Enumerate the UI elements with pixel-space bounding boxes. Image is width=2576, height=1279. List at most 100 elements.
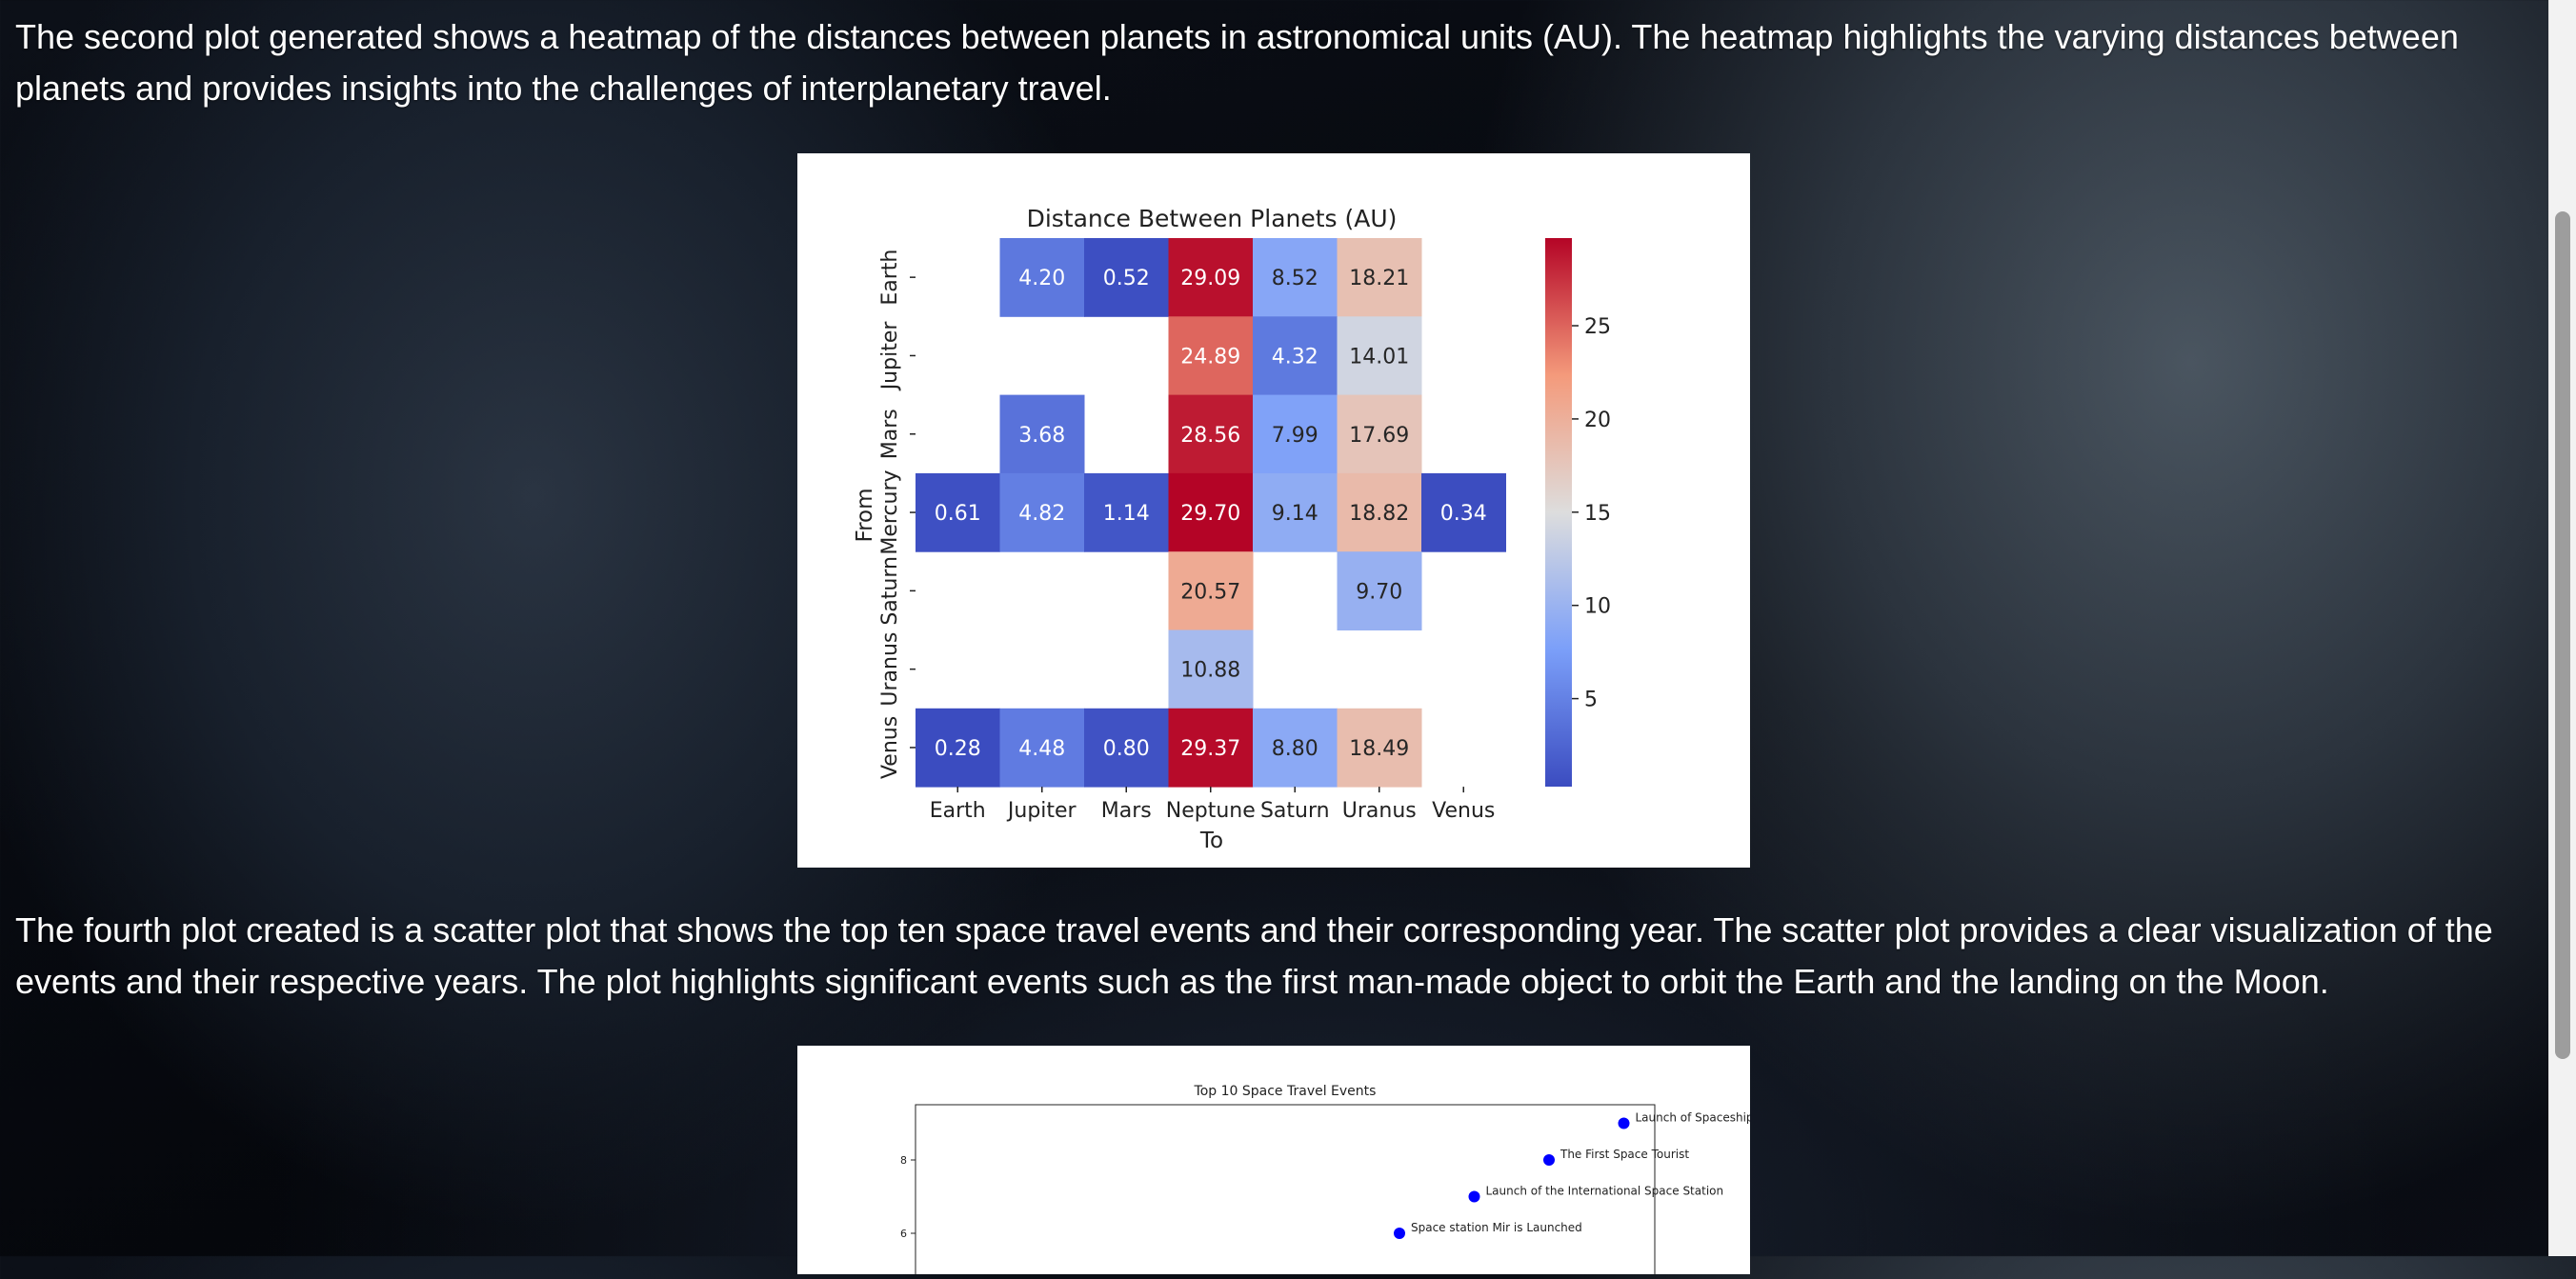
colorbar-tick-label: 15: [1584, 502, 1611, 526]
chart-title: Distance Between Planets (AU): [1027, 205, 1398, 232]
scatter-point: Space station Mir is Launched: [1394, 1221, 1582, 1239]
heatmap-cell-label: 18.82: [1349, 502, 1409, 526]
heatmap-cell-label: 4.32: [1272, 345, 1318, 369]
y-tick-label: Mars: [878, 409, 902, 459]
scatter-description: The fourth plot created is a scatter plo…: [15, 910, 2493, 1001]
heatmap-cell: 0.28: [916, 708, 1000, 788]
scrollbar-thumb[interactable]: [2555, 211, 2570, 1059]
scatter-title: Top 10 Space Travel Events: [1194, 1084, 1377, 1099]
y-tick-label: Venus: [878, 716, 902, 779]
heatmap-cell-label: 0.80: [1103, 737, 1150, 761]
y-tick-label: Earth: [878, 250, 902, 306]
scatter-point: The First Space Tourist: [1543, 1148, 1689, 1166]
scatter-y-tick-label: 6: [900, 1228, 907, 1240]
scatter-y-tick-label: 8: [900, 1154, 907, 1167]
heatmap-cell-fill: [999, 394, 1085, 474]
heatmap-cell: 29.70: [1168, 472, 1254, 552]
heatmap-cell: 14.01: [1337, 316, 1422, 396]
heatmap-cell-fill: [1253, 316, 1338, 396]
heatmap-cell: 0.52: [1084, 238, 1169, 317]
heatmap-cell-fill: [1337, 394, 1422, 474]
heatmap-cell: 3.68: [999, 394, 1085, 474]
heatmap-cell-label: 4.82: [1018, 502, 1065, 526]
scrollbar[interactable]: [2548, 0, 2576, 1256]
scatter-point-label: Launch of Spaceship: [1636, 1111, 1751, 1125]
heatmap-cell-fill: [1168, 238, 1254, 317]
scatter-marker: [1543, 1154, 1555, 1166]
scatter-point-label: Space station Mir is Launched: [1411, 1221, 1582, 1234]
heatmap-cell-fill: [1253, 472, 1338, 552]
scatter-marker: [1618, 1117, 1630, 1129]
colorbar: [1545, 238, 1572, 787]
heatmap-cell-label: 8.52: [1272, 267, 1318, 290]
heatmap-cell-label: 24.89: [1180, 345, 1240, 369]
x-axis-label: To: [1199, 829, 1223, 853]
heatmap-cell-label: 3.68: [1018, 424, 1065, 448]
scatter-point: Launch of Spaceship: [1618, 1111, 1754, 1129]
heatmap-cell-label: 29.70: [1180, 502, 1240, 526]
colorbar-tick-label: 25: [1584, 315, 1611, 339]
heatmap-cell-fill: [1084, 708, 1169, 788]
x-tick-label: Saturn: [1260, 799, 1330, 823]
heatmap-cell-label: 29.09: [1180, 267, 1240, 290]
heatmap-cell-fill: [1337, 316, 1422, 396]
scatter-axes-frame: [915, 1104, 1656, 1279]
heatmap-cell: 0.34: [1421, 472, 1506, 552]
heatmap-cell-fill: [1337, 551, 1422, 630]
x-tick-label: Venus: [1432, 799, 1495, 823]
heatmap-cell-fill: [1168, 551, 1254, 630]
x-tick-label: Mars: [1101, 799, 1152, 823]
colorbar-tick-label: 20: [1584, 409, 1611, 432]
heatmap-cell-fill: [999, 238, 1085, 317]
heatmap-cell-label: 0.61: [935, 502, 981, 526]
heatmap-cell-fill: [1337, 708, 1422, 788]
x-tick-label: Jupiter: [1006, 799, 1077, 823]
heatmap-cell-label: 7.99: [1272, 424, 1318, 448]
heatmap-cell-label: 14.01: [1349, 345, 1409, 369]
scatter-point-label: The First Space Tourist: [1560, 1148, 1689, 1161]
scatter-chart: Top 10 Space Travel Events 6 8 Launch of …: [797, 1046, 1754, 1279]
heatmap-cell-fill: [1168, 394, 1254, 474]
heatmap-cell-fill: [916, 708, 1000, 788]
heatmap-cell: 9.70: [1337, 551, 1422, 630]
heatmap-cell-fill: [1253, 394, 1338, 474]
heatmap-cell-label: 8.80: [1272, 737, 1318, 761]
x-tick-label: Neptune: [1166, 799, 1256, 823]
heatmap-cell: 29.37: [1168, 708, 1254, 788]
heatmap-cell-label: 4.48: [1018, 737, 1065, 761]
heatmap-cell-label: 4.20: [1018, 267, 1065, 290]
heatmap-cell: 0.61: [916, 472, 1000, 552]
heatmap-cell-fill: [1337, 472, 1422, 552]
heatmap-cell: 18.82: [1337, 472, 1422, 552]
heatmap-cell-fill: [1168, 708, 1254, 788]
heatmap-cell-label: 10.88: [1180, 659, 1240, 683]
heatmap-cell: 4.48: [999, 708, 1085, 788]
scatter-point-label: Launch of the International Space Statio…: [1486, 1185, 1724, 1198]
heatmap-cell: 4.32: [1253, 316, 1338, 396]
heatmap-cell-fill: [1168, 316, 1254, 396]
heatmap-cell-label: 0.52: [1103, 267, 1150, 290]
heatmap-cell-label: 20.57: [1180, 580, 1240, 604]
colorbar-tick-label: 5: [1584, 689, 1598, 712]
heatmap-chart: Distance Between Planets (AU) 4.20 0.52 29…: [797, 153, 1750, 868]
heatmap-cell-label: 9.70: [1356, 580, 1402, 604]
heatmap-cell: 8.80: [1253, 708, 1338, 788]
heatmap-cell-label: 29.37: [1180, 737, 1240, 761]
heatmap-cell-fill: [1421, 472, 1506, 552]
heatmap-cell: 24.89: [1168, 316, 1254, 396]
heatmap-cell: 4.82: [999, 472, 1085, 552]
heatmap-cell-fill: [1168, 472, 1254, 552]
scatter-svg: Top 10 Space Travel Events 6 8 Launch of …: [900, 1084, 1754, 1279]
heatmap-cell-label: 0.28: [935, 737, 981, 761]
y-tick-label: Uranus: [878, 632, 902, 707]
heatmap-cell-label: 18.21: [1349, 267, 1409, 290]
x-tick-label: Uranus: [1342, 799, 1417, 823]
heatmap-description: The second plot generated shows a heatma…: [15, 17, 2459, 108]
heatmap-cell-label: 1.14: [1103, 502, 1150, 526]
heatmap-cell: 28.56: [1168, 394, 1254, 474]
x-tick-label: Earth: [930, 799, 986, 823]
heatmap-cell-label: 18.49: [1349, 737, 1409, 761]
y-tick-label: Jupiter: [878, 321, 902, 392]
heatmap-cell-label: 0.34: [1440, 502, 1487, 526]
heatmap-cell-fill: [999, 708, 1085, 788]
